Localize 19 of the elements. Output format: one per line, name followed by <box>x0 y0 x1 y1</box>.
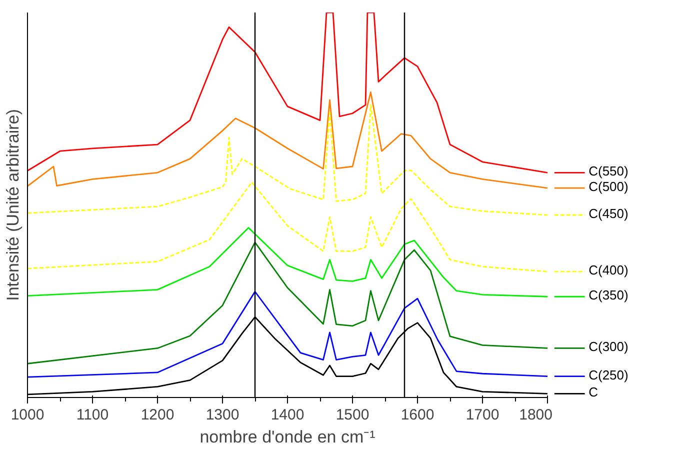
x-tick-label: 1000 <box>10 406 44 424</box>
legend-label: C(450) <box>588 206 628 222</box>
x-axis-title: nombre d'onde en cm⁻¹ <box>200 428 376 446</box>
legend-label: C <box>588 384 598 400</box>
legend-label: C(550) <box>588 164 628 179</box>
y-axis-title: Intensité (Unité arbitraire) <box>4 109 22 301</box>
legend-label: C(400) <box>588 262 628 278</box>
legend-label: C(300) <box>588 339 628 354</box>
x-tick-label: 1400 <box>270 406 304 424</box>
x-tick-label: 1100 <box>76 406 109 424</box>
x-tick-label: 1200 <box>140 406 174 424</box>
x-tick-label: 1500 <box>336 406 370 424</box>
x-tick-label: 1300 <box>206 406 240 424</box>
x-tick-label: 1600 <box>400 406 434 424</box>
x-tick-label: 1800 <box>519 406 553 424</box>
x-tick-label: 1700 <box>466 406 500 424</box>
legend-label: C(250) <box>588 367 628 382</box>
legend-label: C(350) <box>588 288 628 303</box>
legend-label: C(500) <box>588 179 628 194</box>
